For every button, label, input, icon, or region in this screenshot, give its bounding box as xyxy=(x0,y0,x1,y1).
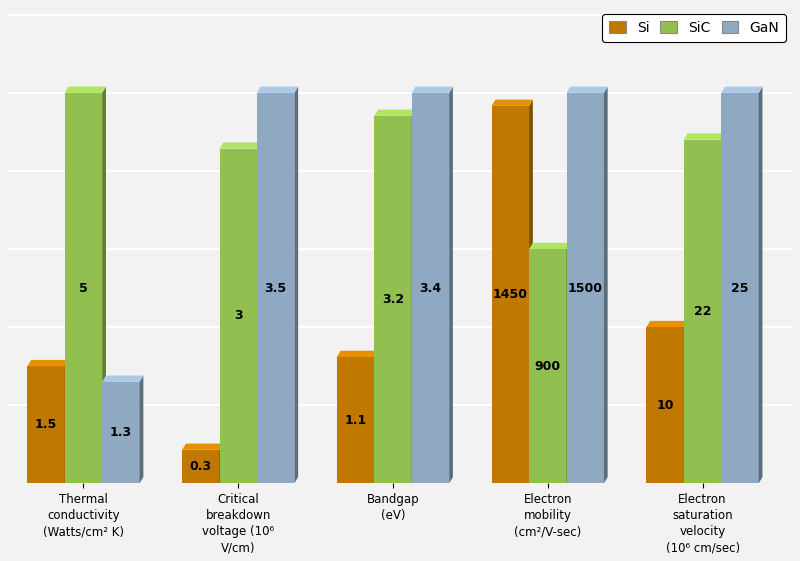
Polygon shape xyxy=(374,116,412,484)
Polygon shape xyxy=(182,444,223,450)
Polygon shape xyxy=(412,86,453,93)
Polygon shape xyxy=(257,86,298,93)
Polygon shape xyxy=(337,351,378,357)
Polygon shape xyxy=(722,93,758,484)
Polygon shape xyxy=(412,93,449,484)
Polygon shape xyxy=(257,142,261,484)
Polygon shape xyxy=(722,134,725,484)
Text: 3: 3 xyxy=(234,310,242,323)
Polygon shape xyxy=(65,360,69,484)
Polygon shape xyxy=(566,86,608,93)
Text: 900: 900 xyxy=(534,360,561,373)
Text: 0.3: 0.3 xyxy=(190,460,212,473)
Text: 25: 25 xyxy=(731,282,749,295)
Polygon shape xyxy=(492,100,533,106)
Polygon shape xyxy=(646,327,684,484)
Polygon shape xyxy=(257,93,294,484)
Text: 1500: 1500 xyxy=(568,282,602,295)
Polygon shape xyxy=(529,243,570,249)
Polygon shape xyxy=(65,86,106,93)
Polygon shape xyxy=(566,243,570,484)
Text: 1.1: 1.1 xyxy=(345,413,366,427)
Polygon shape xyxy=(374,351,378,484)
Polygon shape xyxy=(684,140,722,484)
Polygon shape xyxy=(219,142,261,149)
Polygon shape xyxy=(684,134,725,140)
Polygon shape xyxy=(27,366,65,484)
Polygon shape xyxy=(722,86,762,93)
Polygon shape xyxy=(566,93,604,484)
Text: 3.2: 3.2 xyxy=(382,293,404,306)
Text: 3.5: 3.5 xyxy=(265,282,286,295)
Polygon shape xyxy=(604,86,608,484)
Text: 1450: 1450 xyxy=(493,288,528,301)
Polygon shape xyxy=(684,321,688,484)
Text: 22: 22 xyxy=(694,305,711,318)
Text: 10: 10 xyxy=(657,399,674,412)
Text: 3.4: 3.4 xyxy=(419,282,442,295)
Text: 5: 5 xyxy=(79,282,88,295)
Polygon shape xyxy=(219,444,223,484)
Polygon shape xyxy=(219,149,257,484)
Polygon shape xyxy=(140,375,143,484)
Polygon shape xyxy=(27,360,69,366)
Polygon shape xyxy=(374,109,415,116)
Polygon shape xyxy=(102,382,140,484)
Polygon shape xyxy=(102,375,143,382)
Polygon shape xyxy=(182,450,219,484)
Text: 1.3: 1.3 xyxy=(110,426,132,439)
Polygon shape xyxy=(758,86,762,484)
Polygon shape xyxy=(529,249,566,484)
Polygon shape xyxy=(449,86,453,484)
Polygon shape xyxy=(529,100,533,484)
Polygon shape xyxy=(492,106,529,484)
Polygon shape xyxy=(412,109,415,484)
Polygon shape xyxy=(294,86,298,484)
Polygon shape xyxy=(102,86,106,484)
Text: 1.5: 1.5 xyxy=(35,419,57,431)
Polygon shape xyxy=(65,93,102,484)
Polygon shape xyxy=(337,357,374,484)
Polygon shape xyxy=(646,321,688,327)
Legend: Si, SiC, GaN: Si, SiC, GaN xyxy=(602,14,786,42)
